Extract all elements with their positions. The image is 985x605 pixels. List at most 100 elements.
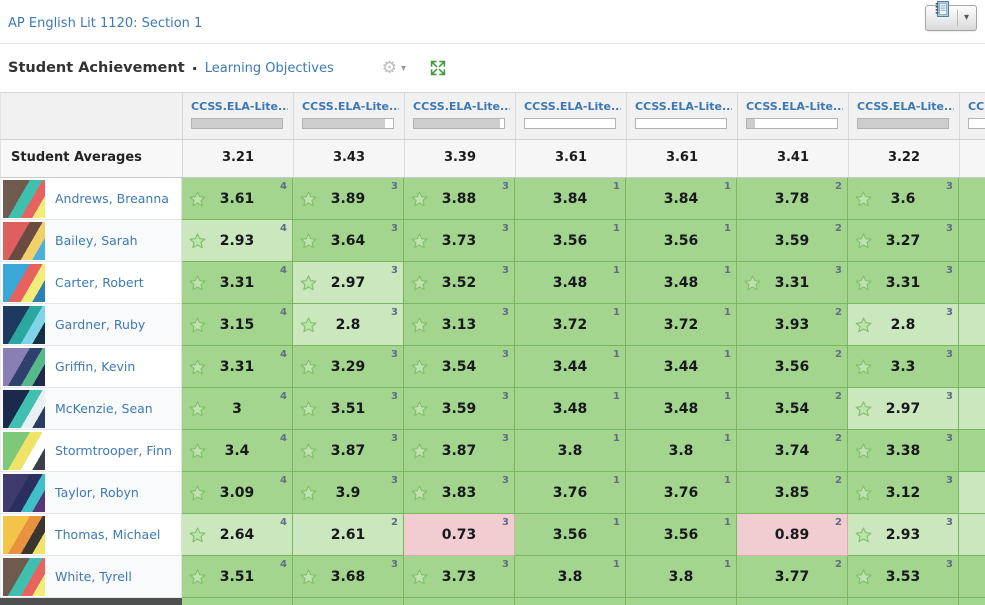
grade-cell[interactable] [959, 556, 985, 598]
grade-cell[interactable] [959, 514, 985, 556]
grade-cell[interactable] [959, 304, 985, 346]
fullscreen-toggle[interactable] [430, 60, 446, 76]
grade-cell[interactable]: 3.8 1 [515, 430, 626, 472]
grade-cell[interactable] [959, 472, 985, 514]
student-name-link[interactable]: Bailey, Sarah [55, 233, 138, 248]
grade-cell[interactable]: 3.72 1 [626, 304, 737, 346]
grade-cell[interactable]: 0.73 3 [404, 514, 515, 556]
grade-cell[interactable]: 3.59 2 [737, 220, 848, 262]
grade-cell[interactable]: 3.85 2 [737, 472, 848, 514]
student-name-link[interactable]: Thomas, Michael [55, 527, 161, 542]
grade-cell[interactable]: 3.31 4 [182, 346, 293, 388]
grade-cell[interactable]: 3.51 3 [293, 388, 404, 430]
grade-cell[interactable]: 3.48 1 [515, 388, 626, 430]
grade-cell[interactable]: 3.93 2 [737, 304, 848, 346]
grade-cell[interactable]: 3.31 3 [848, 262, 959, 304]
grade-cell[interactable]: 3.74 2 [737, 430, 848, 472]
grade-cell[interactable] [959, 388, 985, 430]
column-header-link[interactable]: CCSS.ELA-Lite... [302, 100, 399, 113]
grade-cell[interactable]: 2.93 4 [182, 220, 293, 262]
grade-cell[interactable]: 3.72 1 [515, 304, 626, 346]
student-name-link[interactable]: Carter, Robert [55, 275, 144, 290]
grade-cell[interactable]: 3.56 1 [626, 514, 737, 556]
grade-cell[interactable]: 3.38 3 [848, 430, 959, 472]
column-header-link[interactable]: CCSS.ELA-Lite... [191, 100, 288, 113]
grade-cell[interactable]: 3.15 4 [182, 304, 293, 346]
course-link[interactable]: AP English Lit 1120: Section 1 [8, 16, 203, 31]
grade-cell[interactable]: 3.4 4 [182, 430, 293, 472]
grade-cell[interactable]: 3.44 1 [626, 346, 737, 388]
grade-cell[interactable]: 3.27 3 [848, 220, 959, 262]
student-name-link[interactable]: Andrews, Breanna [55, 191, 169, 206]
student-name-link[interactable]: Stormtrooper, Finn [55, 443, 172, 458]
grade-cell[interactable]: 3.84 1 [515, 178, 626, 220]
grade-cell[interactable]: 3.56 1 [626, 220, 737, 262]
column-header-link[interactable]: CCSS.ELA-Lite... [635, 100, 732, 113]
grade-cell[interactable]: 3.8 1 [626, 430, 737, 472]
grade-cell[interactable]: 3.8 1 [515, 556, 626, 598]
grade-cell[interactable]: 3.8 1 [626, 556, 737, 598]
grade-cell[interactable]: 3.87 3 [293, 430, 404, 472]
grade-cell[interactable] [959, 262, 985, 304]
grade-cell[interactable]: 3.48 1 [626, 388, 737, 430]
grade-cell[interactable]: 3.64 3 [293, 220, 404, 262]
grade-cell[interactable]: 3.9 3 [293, 472, 404, 514]
grade-cell[interactable]: 2.8 3 [848, 304, 959, 346]
grade-cell[interactable]: 3.88 3 [404, 178, 515, 220]
grade-cell[interactable] [959, 220, 985, 262]
grade-cell[interactable]: 3.89 3 [293, 178, 404, 220]
student-name-link[interactable]: McKenzie, Sean [55, 401, 153, 416]
grade-cell[interactable]: 3.09 4 [182, 472, 293, 514]
grade-cell[interactable]: 3.29 3 [293, 346, 404, 388]
grade-cell[interactable]: 2.64 4 [182, 514, 293, 556]
gear-icon[interactable]: ⚙ [381, 57, 397, 78]
student-name-link[interactable]: Gardner, Ruby [55, 317, 146, 332]
grade-cell[interactable]: 3.59 3 [404, 388, 515, 430]
grade-cell[interactable]: 3.78 2 [737, 178, 848, 220]
column-header-link[interactable]: CCSS.ELA-Lite... [524, 100, 621, 113]
grade-cell[interactable]: 3.61 4 [182, 178, 293, 220]
grade-cell[interactable]: 3.77 2 [737, 556, 848, 598]
settings-menu[interactable]: ⚙ ▾ [381, 57, 406, 78]
grade-cell[interactable]: 3.6 3 [848, 178, 959, 220]
grade-cell[interactable]: 3.52 3 [404, 262, 515, 304]
grade-cell[interactable]: 2.97 3 [848, 388, 959, 430]
gradebook-view-button[interactable]: ▾ [924, 1, 977, 31]
grade-cell[interactable]: 3.12 3 [848, 472, 959, 514]
grade-cell[interactable]: 3.56 1 [515, 220, 626, 262]
column-header-link[interactable]: CCSS.ELA-Lite... [413, 100, 510, 113]
grade-cell[interactable]: 3.73 3 [404, 556, 515, 598]
column-header-link[interactable]: CCSS.ELA-Lite... [857, 100, 954, 113]
grade-cell[interactable]: 2.8 3 [293, 304, 404, 346]
student-name-link[interactable]: Griffin, Kevin [55, 359, 136, 374]
learning-objectives-link[interactable]: Learning Objectives [204, 60, 334, 76]
grade-cell[interactable]: 3.54 2 [737, 388, 848, 430]
column-header-link[interactable]: CCSS.ELA-Lite... [968, 100, 985, 113]
grade-cell[interactable] [959, 178, 985, 220]
grade-cell[interactable]: 3.44 1 [515, 346, 626, 388]
grade-cell[interactable]: 3.87 3 [404, 430, 515, 472]
grade-cell[interactable]: 3.54 3 [404, 346, 515, 388]
grade-cell[interactable]: 3.56 2 [737, 346, 848, 388]
grade-cell[interactable]: 3.73 3 [404, 220, 515, 262]
gear-caret-down-icon[interactable]: ▾ [400, 62, 406, 74]
student-name-link[interactable]: White, Tyrell [55, 569, 132, 584]
grade-cell[interactable]: 3.48 1 [626, 262, 737, 304]
grade-cell[interactable]: 3.53 3 [848, 556, 959, 598]
grade-cell[interactable]: 2.97 3 [293, 262, 404, 304]
grade-cell[interactable]: 3.76 1 [515, 472, 626, 514]
grade-cell[interactable]: 3.76 1 [626, 472, 737, 514]
grade-cell[interactable]: 3.3 3 [848, 346, 959, 388]
grade-cell[interactable]: 3.84 1 [626, 178, 737, 220]
column-header-link[interactable]: CCSS.ELA-Lite... [746, 100, 843, 113]
grade-cell[interactable]: 3.51 4 [182, 556, 293, 598]
grade-cell[interactable]: 2.61 2 [293, 514, 404, 556]
grade-cell[interactable] [959, 346, 985, 388]
grade-cell[interactable]: 2.93 3 [848, 514, 959, 556]
grade-cell[interactable]: 3.31 3 [737, 262, 848, 304]
grade-cell[interactable]: 3.56 1 [515, 514, 626, 556]
grade-cell[interactable]: 3.83 3 [404, 472, 515, 514]
grade-cell[interactable]: 3.31 4 [182, 262, 293, 304]
caret-down-icon[interactable]: ▾ [963, 12, 969, 23]
